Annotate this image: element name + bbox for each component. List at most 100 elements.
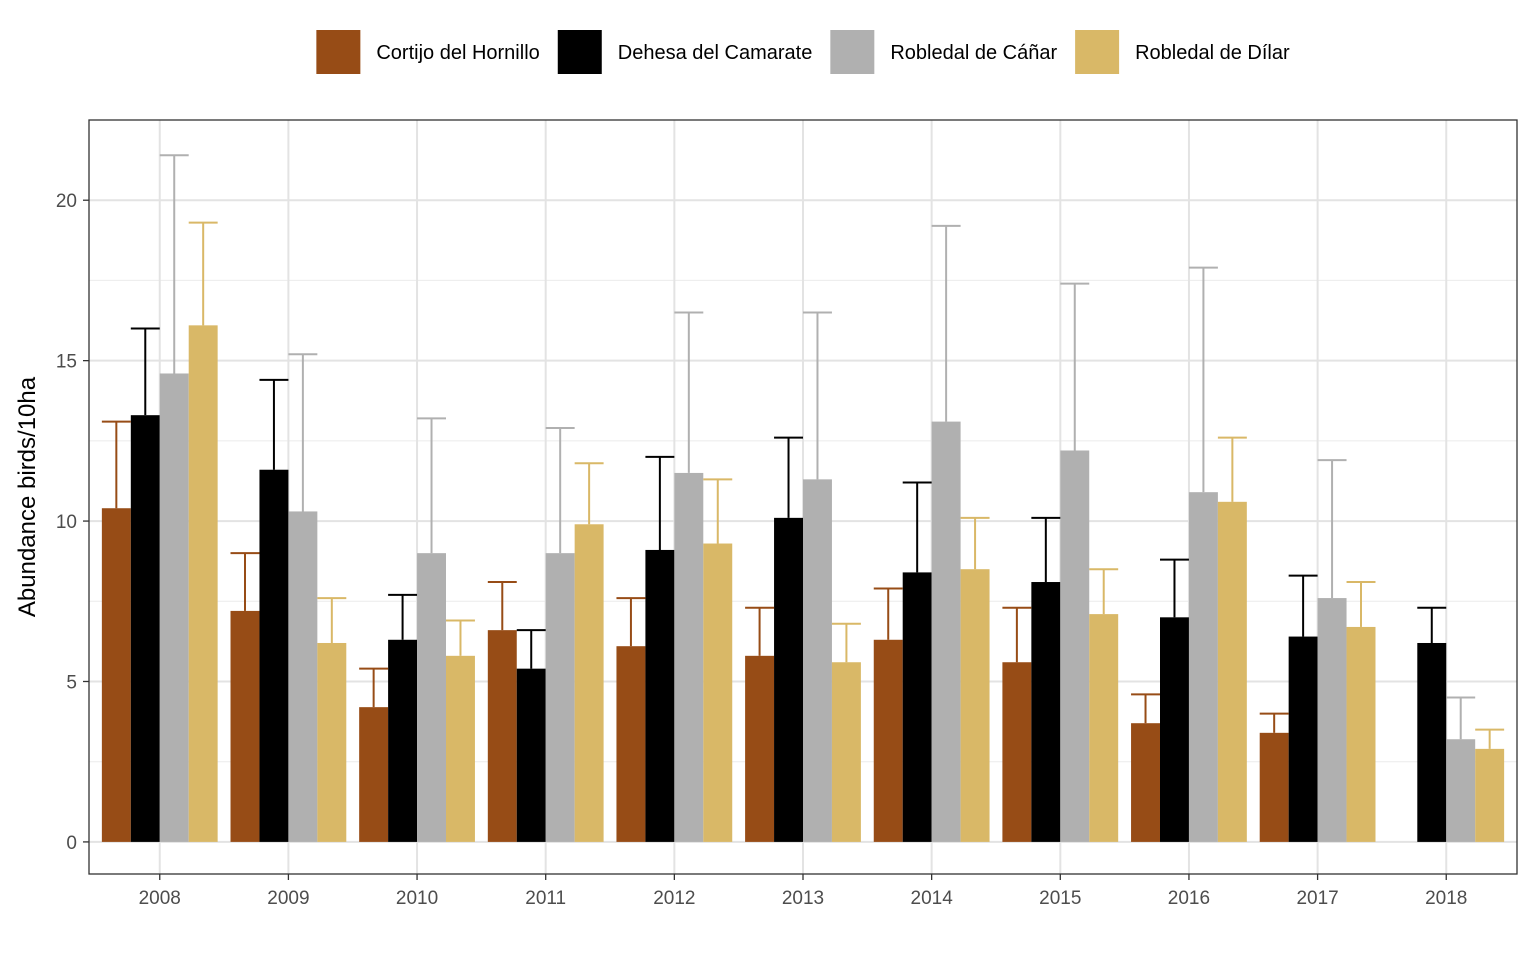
error-bar — [616, 597, 646, 647]
bar — [1188, 492, 1218, 842]
error-bar — [288, 353, 318, 512]
error-bar — [931, 224, 961, 422]
bar — [645, 549, 675, 842]
bar — [1160, 617, 1189, 842]
y-tick-label: 0 — [66, 833, 77, 854]
bar — [259, 469, 289, 842]
x-tick-label: 2008 — [139, 888, 181, 909]
legend-key — [316, 30, 361, 74]
legend-label: Cortijo del Hornillo — [376, 42, 539, 64]
bar — [960, 569, 990, 842]
error-bar — [446, 619, 475, 656]
error-bar — [1475, 728, 1505, 749]
error-bar — [902, 481, 932, 573]
bar — [388, 639, 418, 842]
y-tick-label: 5 — [66, 672, 77, 693]
error-bar — [487, 581, 517, 631]
bars — [101, 325, 1505, 842]
x-tick-label: 2018 — [1425, 888, 1467, 909]
legend-item: Robledal de Cáñar — [830, 30, 1057, 74]
bar — [1002, 662, 1032, 842]
error-bar — [1259, 712, 1289, 733]
error-bar — [1317, 459, 1347, 599]
y-tick-label: 15 — [56, 352, 77, 373]
x-tick-label: 2016 — [1168, 888, 1210, 909]
error-bar — [1446, 696, 1476, 740]
error-bar — [1217, 436, 1247, 502]
legend: Cortijo del Hornillo Dehesa del Camarate R… — [316, 30, 1290, 74]
bar — [1417, 642, 1447, 842]
error-bar — [574, 462, 604, 525]
error-bar — [1060, 282, 1090, 451]
y-tick-label: 10 — [56, 512, 77, 533]
bar — [1089, 614, 1119, 842]
legend-label: Robledal de Cáñar — [890, 42, 1057, 64]
bar — [1131, 723, 1160, 842]
error-bar — [745, 606, 775, 656]
bar — [774, 517, 803, 842]
x-tick-label: 2011 — [525, 888, 566, 909]
legend-item: Cortijo del Hornillo — [316, 30, 540, 74]
error-bar — [831, 622, 861, 663]
error-bar — [1131, 693, 1160, 724]
bar — [616, 646, 646, 842]
bar — [417, 553, 446, 842]
legend-label: Robledal de Dílar — [1135, 42, 1290, 64]
error-bar — [259, 378, 289, 470]
legend-key — [830, 30, 875, 74]
error-bar — [774, 436, 803, 518]
bar — [1060, 450, 1090, 842]
error-bar — [188, 221, 218, 326]
error-bar — [803, 311, 832, 480]
error-bar — [317, 597, 347, 643]
bar — [317, 642, 347, 842]
legend-key — [557, 30, 602, 74]
bar — [1288, 636, 1318, 842]
error-bar — [1188, 266, 1218, 493]
bar — [359, 707, 389, 842]
bar — [1259, 732, 1289, 842]
bar — [931, 421, 961, 842]
legend-label: Dehesa del Camarate — [618, 42, 813, 64]
y-axis-title: Abundance birds/10ha — [14, 376, 41, 617]
error-bar — [1160, 558, 1189, 618]
bar — [545, 553, 575, 842]
bar — [159, 373, 189, 842]
bar — [873, 639, 903, 842]
error-bars — [101, 154, 1505, 749]
bar — [516, 668, 546, 842]
error-bar — [1031, 516, 1061, 583]
error-bar — [417, 417, 446, 554]
error-bar — [130, 327, 160, 416]
error-bar — [516, 629, 546, 669]
bar — [703, 543, 733, 842]
error-bar — [388, 593, 418, 640]
error-bar — [1002, 606, 1032, 663]
bar — [446, 655, 475, 842]
bar — [574, 524, 604, 842]
legend-item: Robledal de Dílar — [1075, 30, 1290, 74]
error-bar — [703, 478, 733, 544]
error-bar — [159, 154, 189, 374]
x-tick-label: 2014 — [911, 888, 954, 909]
x-axis: 2008 2009 2010 2011 2012 2013 2014 2015 2016 2017… — [139, 874, 1467, 909]
bar — [745, 655, 775, 842]
y-axis: 0 5 10 15 20 — [56, 191, 89, 854]
error-bar — [101, 420, 131, 509]
error-bar — [1288, 574, 1318, 637]
bar — [1317, 598, 1347, 842]
error-bar — [1089, 568, 1119, 615]
bar — [1346, 626, 1376, 842]
bar — [1217, 501, 1247, 842]
error-bar — [873, 587, 903, 640]
bar — [674, 472, 704, 842]
bar — [1475, 748, 1505, 842]
bar — [1446, 739, 1476, 842]
bar — [803, 479, 832, 842]
bar — [230, 610, 260, 842]
bar — [130, 415, 160, 842]
error-bar — [545, 427, 575, 554]
bar — [188, 325, 218, 842]
bar — [1031, 582, 1061, 842]
